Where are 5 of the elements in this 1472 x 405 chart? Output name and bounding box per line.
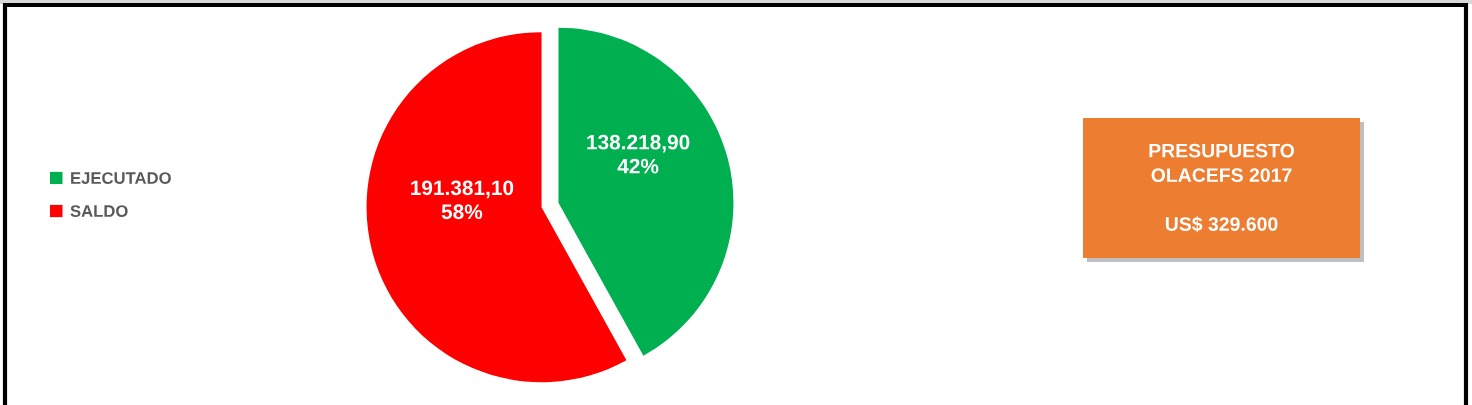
- legend-label: EJECUTADO: [71, 172, 171, 184]
- legend-label: SALDO: [70, 205, 128, 217]
- data-label: 138.218,90 42%: [587, 134, 690, 174]
- text: PRESUPUESTO OLACEFS 2017 US$ 329.600: [1149, 143, 1294, 233]
- data-label: 191.381,10 58%: [411, 180, 514, 220]
